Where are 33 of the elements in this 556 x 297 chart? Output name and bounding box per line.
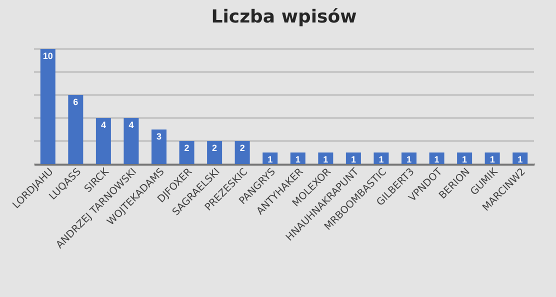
data-label: 1 bbox=[490, 154, 495, 164]
data-label: 1 bbox=[350, 154, 356, 164]
data-label: 4 bbox=[100, 120, 106, 130]
data-label: 1 bbox=[295, 154, 300, 164]
bar bbox=[457, 152, 472, 164]
data-label: 1 bbox=[462, 154, 468, 164]
bar bbox=[96, 118, 111, 164]
bar bbox=[402, 152, 416, 164]
bar bbox=[207, 141, 222, 164]
data-label: 1 bbox=[406, 154, 412, 164]
bar bbox=[512, 152, 528, 164]
chart-title: Liczba wpisów bbox=[211, 6, 357, 28]
data-label: 2 bbox=[212, 143, 218, 153]
data-label: 1 bbox=[378, 154, 384, 164]
bar bbox=[124, 118, 139, 164]
data-label: 6 bbox=[73, 97, 78, 107]
bar bbox=[346, 152, 361, 164]
bar bbox=[152, 130, 166, 164]
data-label: 4 bbox=[128, 120, 134, 130]
data-label: 2 bbox=[184, 143, 190, 153]
data-label: 3 bbox=[156, 132, 162, 142]
data-label: 2 bbox=[240, 143, 245, 153]
bar bbox=[318, 152, 334, 164]
data-label: 1 bbox=[518, 154, 523, 164]
data-label: 1 bbox=[434, 154, 440, 164]
bar bbox=[179, 141, 194, 164]
data-label: 10 bbox=[42, 51, 53, 61]
bar bbox=[40, 49, 56, 164]
bar bbox=[234, 141, 250, 164]
data-label: 1 bbox=[323, 154, 328, 164]
bar bbox=[68, 95, 84, 164]
bar bbox=[262, 152, 278, 164]
data-label: 1 bbox=[268, 154, 273, 164]
